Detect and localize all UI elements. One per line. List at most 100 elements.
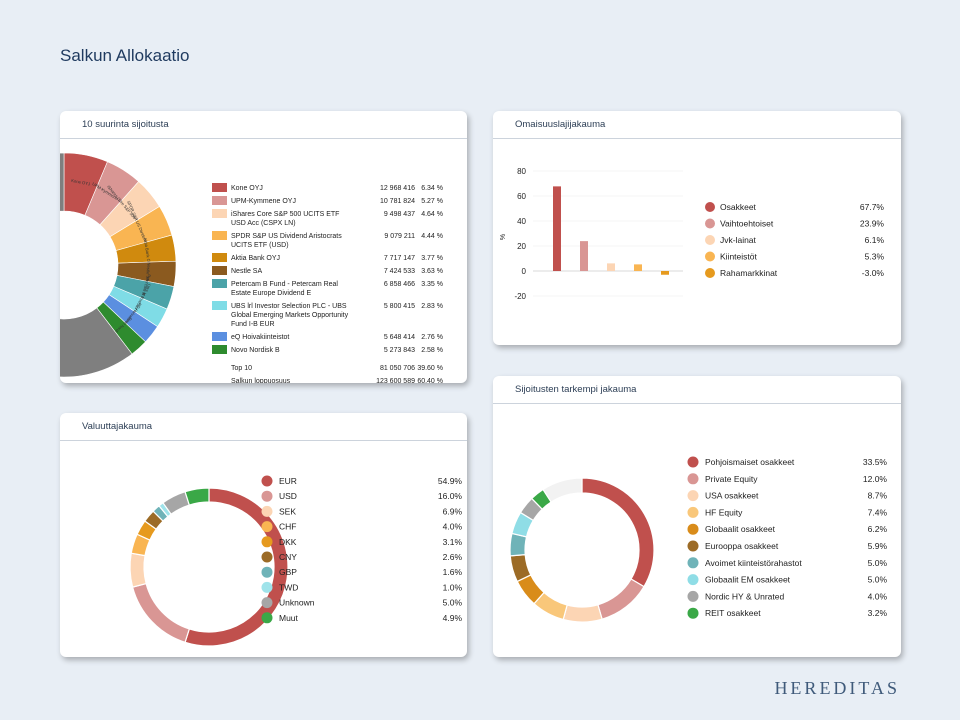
legend-value-usa-osakkeet: 8.7%	[868, 491, 888, 501]
bar-osakkeet	[553, 186, 561, 271]
total-pct-salkun-loppuosuus: 60.40 %	[417, 378, 443, 383]
legend-dot-eur	[261, 475, 273, 487]
detail-allocation-chart: Pohjoismaiset osakkeet 33.5% Private Equit…	[509, 456, 888, 623]
donut-slice-rest	[60, 152, 133, 378]
holding-name-upm-kymmene-oyj: UPM-Kymmene OYJ	[231, 198, 296, 205]
legend-dot-vaihtoehtoiset	[705, 218, 715, 229]
holding-value-nestle-sa: 7 424 533	[384, 268, 415, 275]
holding-name-ubs-lrl-investor-selection-plc-ubs: UBS lrl Investor Selection PLC - UBS	[231, 303, 347, 310]
top-10-holdings-panel: 10 suurinta sijoitusta Kone OYJ UPM-Kymme…	[60, 111, 467, 383]
holding-name-spdr-s-p-us-dividend-aristocrats: UCITS ETF (USD)	[231, 242, 289, 249]
legend-label-nordic-hy-unrated: Nordic HY & Unrated	[705, 591, 784, 601]
legend-dot-hf-equity	[687, 506, 699, 518]
legend-value-cny: 2.6%	[443, 552, 463, 562]
legend-value-jvk-lainat: 6.1%	[865, 235, 885, 245]
donut-slice-private-equity	[597, 578, 645, 620]
holding-pct-ishares-core-s-p-500-ucits-etf: 4.64 %	[421, 211, 443, 218]
legend-dot-globaalit-osakkeet	[687, 523, 699, 535]
holding-name-petercam-b-fund-petercam-real: Petercam B Fund - Petercam Real	[231, 281, 338, 288]
top-10-panel-title: 10 suurinta sijoitusta	[60, 111, 467, 139]
donut-label-nestle-sa: Nestle SA	[145, 262, 151, 281]
legend-dot-avoimet-kiinteist-rahastot	[687, 557, 699, 569]
y-tick-label: 0	[522, 267, 527, 276]
legend-value-globaalit-osakkeet: 6.2%	[868, 524, 888, 534]
holding-pct-upm-kymmene-oyj: 5.27 %	[421, 198, 443, 205]
legend-dot-gbp	[261, 566, 273, 578]
legend-dot-usd	[261, 490, 273, 502]
holding-pct-aktia-bank-oyj: 3.77 %	[421, 255, 443, 262]
holding-name-ubs-lrl-investor-selection-plc-ubs: Global Emerging Markets Opportunity	[231, 312, 349, 319]
top-10-chart: Kone OYJ UPM-Kymmene OYJ iShares Core S&P …	[60, 152, 443, 383]
holding-pct-novo-nordisk-b: 2.58 %	[421, 347, 443, 354]
holding-name-spdr-s-p-us-dividend-aristocrats: SPDR S&P US Dividend Aristocrats	[231, 233, 342, 240]
holding-name-kone-oyj: Kone OYJ	[231, 185, 263, 192]
asset-class-panel: Omaisuuslajijakauma 80 60 40 20 0 -20% Osakkee…	[493, 111, 901, 345]
legend-value-kiinteist-t: 5.3%	[865, 252, 885, 262]
holding-pct-petercam-b-fund-petercam-real: 3.35 %	[421, 281, 443, 288]
holding-value-upm-kymmene-oyj: 10 781 824	[380, 198, 415, 205]
bar-jvk-lainat	[607, 263, 615, 271]
legend-label-chf: CHF	[279, 522, 296, 532]
legend-value-private-equity: 12.0%	[863, 474, 888, 484]
legend-dot-private-equity	[687, 473, 699, 485]
legend-swatch-kone-oyj	[212, 183, 227, 192]
donut-slice-sek	[129, 552, 147, 588]
legend-swatch-ishares-core-s-p-500-ucits-etf	[212, 209, 227, 218]
donut-slice-usd	[131, 582, 191, 644]
legend-dot-rahamarkkinat	[705, 268, 715, 278]
legend-label-hf-equity: HF Equity	[705, 507, 743, 517]
asset-class-panel-title: Omaisuuslajijakauma	[493, 111, 901, 139]
page-title: Salkun Allokaatio	[60, 46, 190, 65]
legend-label-reit-osakkeet: REIT osakkeet	[705, 608, 761, 618]
legend-label-cny: CNY	[279, 552, 297, 562]
legend-swatch-nestle-sa	[212, 266, 227, 275]
total-pct-top-10: 39.60 %	[417, 365, 443, 372]
legend-value-eurooppa-osakkeet: 5.9%	[868, 541, 888, 551]
holding-name-ishares-core-s-p-500-ucits-etf: iShares Core S&P 500 UCITS ETF	[231, 211, 339, 218]
currency-chart: EUR 54.9% USD 16.0% SEK 6.9% CHF 4.0% DKK 3.1% CNY…	[129, 475, 463, 647]
legend-dot-reit-osakkeet	[687, 607, 699, 619]
legend-value-pohjoismaiset-osakkeet: 33.5%	[863, 457, 888, 467]
legend-value-unknown: 5.0%	[443, 598, 463, 608]
holding-pct-kone-oyj: 6.34 %	[421, 185, 443, 192]
y-tick-label: 80	[517, 167, 526, 176]
legend-value-reit-osakkeet: 3.2%	[868, 608, 888, 618]
legend-label-vaihtoehtoiset: Vaihtoehtoiset	[720, 219, 774, 229]
legend-value-twd: 1.0%	[443, 582, 463, 592]
legend-label-eur: EUR	[279, 476, 297, 486]
legend-label-unknown: Unknown	[279, 598, 315, 608]
legend-value-hf-equity: 7.4%	[868, 507, 888, 517]
legend-label-usa-osakkeet: USA osakkeet	[705, 491, 759, 501]
y-tick-label: -20	[514, 292, 526, 301]
holding-pct-spdr-s-p-us-dividend-aristocrats: 4.44 %	[421, 233, 443, 240]
holding-value-ishares-core-s-p-500-ucits-etf: 9 498 437	[384, 211, 415, 218]
total-name-salkun-loppuosuus: Salkun loppuosuus	[231, 378, 291, 383]
legend-value-vaihtoehtoiset: 23.9%	[860, 219, 885, 229]
legend-value-globaalit-em-osakkeet: 5.0%	[868, 575, 888, 585]
holding-name-ishares-core-s-p-500-ucits-etf: USD Acc (CSPX LN)	[231, 220, 296, 227]
bar-rahamarkkinat	[661, 271, 669, 275]
legend-label-private-equity: Private Equity	[705, 474, 758, 484]
legend-dot-osakkeet	[705, 202, 715, 212]
donut-label-aktia-bank-oyj: Aktia Bank OYJ	[143, 237, 152, 267]
legend-value-osakkeet: 67.7%	[860, 202, 885, 212]
legend-value-muut: 4.9%	[443, 613, 463, 623]
total-value-top-10: 81 050 706	[380, 365, 415, 372]
donut-slice-other	[542, 477, 583, 503]
legend-label-pohjoismaiset-osakkeet: Pohjoismaiset osakkeet	[705, 457, 795, 467]
bar-kiinteist-t	[634, 264, 642, 271]
legend-swatch-upm-kymmene-oyj	[212, 196, 227, 205]
legend-value-gbp: 1.6%	[443, 567, 463, 577]
legend-swatch-aktia-bank-oyj	[212, 253, 227, 262]
holding-name-nestle-sa: Nestle SA	[231, 268, 262, 275]
legend-dot-dkk	[261, 536, 273, 548]
asset-class-chart: 80 60 40 20 0 -20% Osakkeet 67.7% Vaihtoehtoiset…	[500, 167, 885, 301]
legend-value-chf: 4.0%	[443, 522, 463, 532]
donut-label-kone-oyj: Kone OYJ	[71, 178, 91, 187]
legend-label-twd: TWD	[279, 582, 298, 592]
y-tick-label: 20	[517, 242, 526, 251]
legend-label-eurooppa-osakkeet: Eurooppa osakkeet	[705, 541, 779, 551]
legend-label-globaalit-osakkeet: Globaalit osakkeet	[705, 524, 776, 534]
donut-slice-pohjoismaiset-osakkeet	[581, 477, 655, 588]
y-tick-label: 60	[517, 192, 526, 201]
